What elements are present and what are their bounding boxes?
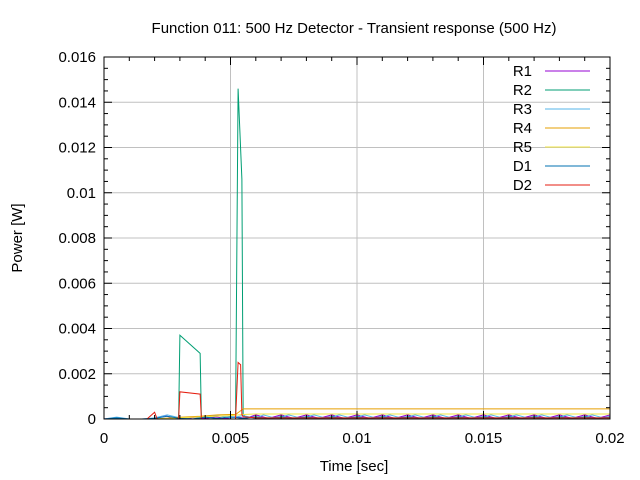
legend-label-r1: R1 (513, 63, 532, 80)
grid-lines (104, 57, 610, 419)
legend-label-r2: R2 (513, 82, 532, 99)
y-tick-label: 0 (88, 411, 96, 428)
chart-title: Function 011: 500 Hz Detector - Transien… (152, 20, 557, 37)
legend: R1 R2 R3 R4 R5 D1 D2 (513, 63, 590, 194)
y-tick-label: 0.012 (58, 140, 96, 157)
axis-ticks: 0 0.005 0.01 0.015 0.02 0 0.002 0.004 0.006 0.008… (58, 49, 624, 447)
legend-label-d2: D2 (513, 177, 532, 194)
y-axis-label: Power [W] (9, 203, 26, 272)
legend-label-r4: R4 (513, 120, 532, 137)
y-tick-label: 0.016 (58, 49, 96, 66)
y-tick-label: 0.002 (58, 366, 96, 383)
legend-label-d1: D1 (513, 158, 532, 175)
legend-label-r3: R3 (513, 101, 532, 118)
x-axis-label: Time [sec] (320, 458, 389, 475)
y-tick-label: 0.01 (67, 185, 96, 202)
y-tick-label: 0.004 (58, 321, 96, 338)
y-tick-label: 0.014 (58, 94, 96, 111)
x-tick-label: 0 (100, 430, 108, 447)
y-tick-label: 0.006 (58, 275, 96, 292)
x-tick-label: 0.015 (465, 430, 503, 447)
x-tick-label: 0.02 (595, 430, 624, 447)
x-tick-label: 0.01 (342, 430, 371, 447)
x-tick-label: 0.005 (212, 430, 250, 447)
legend-label-r5: R5 (513, 139, 532, 156)
y-tick-label: 0.008 (58, 230, 96, 247)
